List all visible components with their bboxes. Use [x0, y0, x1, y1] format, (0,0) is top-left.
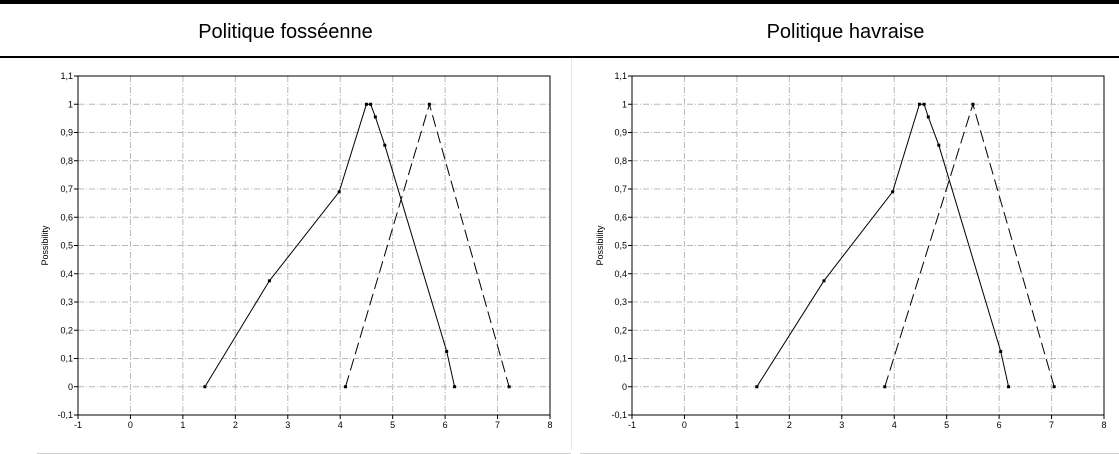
data-point-marker — [343, 385, 347, 389]
y-tick-label: 0,7 — [60, 184, 73, 194]
data-point-marker — [507, 385, 511, 389]
y-tick-label: -0,1 — [57, 410, 73, 420]
x-tick-label: 3 — [285, 420, 290, 430]
y-tick-label: 1 — [68, 99, 73, 109]
y-axis-label: Possibility — [40, 225, 50, 266]
data-point-marker — [917, 102, 921, 106]
x-tick-label: 2 — [233, 420, 238, 430]
y-tick-label: 0,8 — [614, 156, 627, 166]
y-tick-label: 0,5 — [60, 241, 73, 251]
y-tick-label: 1,1 — [60, 71, 73, 81]
x-tick-label: 3 — [839, 420, 844, 430]
right-column-title: Politique havraise — [766, 21, 925, 43]
x-tick-label: 5 — [944, 420, 949, 430]
y-tick-label: 0,4 — [614, 269, 627, 279]
data-point-marker — [891, 190, 895, 194]
data-point-marker — [922, 102, 926, 106]
data-point-marker — [883, 385, 887, 389]
data-point-marker — [937, 143, 941, 147]
left-column-title: Politique fosséenne — [198, 21, 373, 43]
data-point-marker — [369, 102, 373, 106]
chart-panel-left: -1 0 1 2 3 4 5 6 7 8 -0,1 0 0,1 0,2 0,3 0,4 0,5 0,6 0,7 0,8… — [0, 58, 571, 454]
table-header-rule — [0, 56, 1119, 58]
y-tick-label: 0 — [68, 382, 73, 392]
y-tick-label: 0,5 — [614, 241, 627, 251]
data-point-marker — [267, 279, 271, 283]
x-tick-label: 4 — [892, 420, 897, 430]
data-point-marker — [1052, 385, 1056, 389]
y-tick-label: 0,4 — [60, 269, 73, 279]
x-tick-label: 8 — [1101, 420, 1106, 430]
data-point-marker — [364, 102, 368, 106]
possibility-chart-left: -1 0 1 2 3 4 5 6 7 8 -0,1 0 0,1 0,2 0,3 0,4 0,5 0,6 0,7 0,8… — [40, 71, 553, 430]
x-tick-label: -1 — [74, 420, 82, 430]
x-tick-label: 1 — [180, 420, 185, 430]
table-top-rule — [0, 0, 1119, 4]
y-tick-label: 0,9 — [614, 128, 627, 138]
y-tick-label: 0,3 — [60, 297, 73, 307]
y-tick-label: 0,8 — [60, 156, 73, 166]
x-tick-label: 6 — [997, 420, 1002, 430]
x-tick-label: 1 — [734, 420, 739, 430]
y-tick-label: 0,6 — [614, 212, 627, 222]
x-tick-label: 5 — [390, 420, 395, 430]
y-tick-label: 1 — [622, 99, 627, 109]
x-tick-label: 0 — [128, 420, 133, 430]
y-tick-label: 0,1 — [614, 354, 627, 364]
data-point-marker — [926, 115, 930, 119]
y-tick-label: 0,3 — [614, 297, 627, 307]
x-tick-label: 8 — [547, 420, 552, 430]
data-point-marker — [427, 102, 431, 106]
y-tick-label: 1,1 — [614, 71, 627, 81]
data-point-marker — [1007, 385, 1011, 389]
y-tick-label: 0,1 — [60, 354, 73, 364]
data-point-marker — [453, 385, 457, 389]
data-point-marker — [971, 102, 975, 106]
x-tick-label: 4 — [338, 420, 343, 430]
y-tick-label: 0,2 — [614, 325, 627, 335]
y-tick-label: 0,2 — [60, 325, 73, 335]
x-tick-label: -1 — [628, 420, 636, 430]
x-tick-label: 6 — [443, 420, 448, 430]
data-point-marker — [383, 143, 387, 147]
data-point-marker — [999, 349, 1003, 353]
y-tick-label: 0 — [622, 382, 627, 392]
chart-panel-right: -1 0 1 2 3 4 5 6 7 8 -0,1 0 0,1 0,2 0,3 0,4 0,5 0,6 0,7 0,8… — [572, 58, 1119, 454]
possibility-chart-right: -1 0 1 2 3 4 5 6 7 8 -0,1 0 0,1 0,2 0,3 0,4 0,5 0,6 0,7 0,8… — [595, 71, 1107, 430]
column-divider — [571, 58, 572, 450]
x-tick-label: 7 — [495, 420, 500, 430]
x-tick-label: 7 — [1049, 420, 1054, 430]
data-point-marker — [822, 279, 826, 283]
y-tick-label: -0,1 — [611, 410, 627, 420]
x-tick-label: 2 — [787, 420, 792, 430]
y-axis-label: Possibility — [595, 225, 605, 266]
data-point-marker — [337, 190, 341, 194]
data-point-marker — [373, 115, 377, 119]
data-point-marker — [445, 349, 449, 353]
y-tick-label: 0,6 — [60, 212, 73, 222]
y-tick-label: 0,9 — [60, 128, 73, 138]
data-point-marker — [755, 385, 759, 389]
data-point-marker — [203, 385, 207, 389]
x-tick-label: 0 — [682, 420, 687, 430]
y-tick-label: 0,7 — [614, 184, 627, 194]
